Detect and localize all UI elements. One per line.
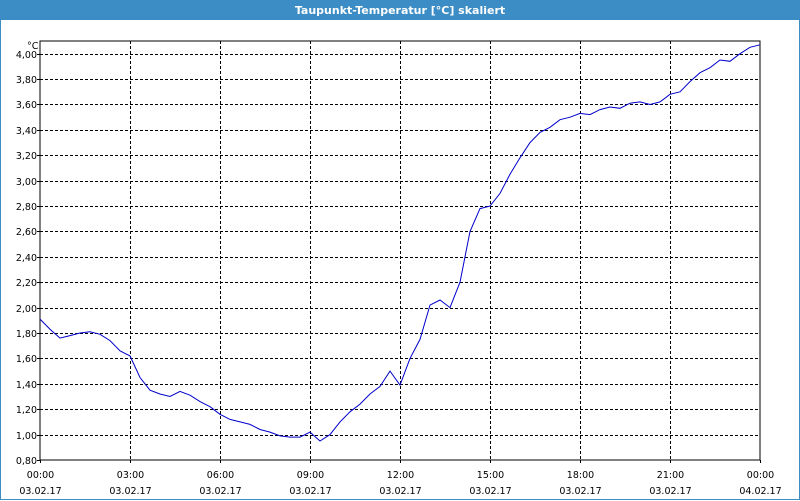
y-tick-label: 2,60: [16, 227, 37, 238]
y-tick-label: 1,20: [16, 405, 37, 416]
x-tick-time-label: 15:00: [477, 470, 504, 481]
y-unit-label: °C: [27, 41, 39, 52]
y-tick-label: 0,80: [16, 456, 37, 467]
y-tick-label: 3,40: [16, 126, 37, 137]
window-title: Taupunkt-Temperatur [°C] skaliert: [1, 1, 799, 20]
x-tick-date-label: 03.02.17: [649, 486, 691, 497]
x-tick-time-label: 18:00: [567, 470, 594, 481]
y-tick-label: 1,60: [16, 354, 37, 365]
y-tick-label: 2,20: [16, 278, 37, 289]
x-tick-time-label: 06:00: [207, 470, 234, 481]
y-tick-label: 2,80: [16, 202, 37, 213]
y-tick-label: 2,40: [16, 253, 37, 264]
series-line: [39, 44, 761, 442]
y-tick-label: 3,00: [16, 177, 37, 188]
y-tick-label: 1,00: [16, 431, 37, 442]
x-tick-time-label: 00:00: [747, 470, 774, 481]
x-tick-time-label: 12:00: [387, 470, 414, 481]
x-tick-date-label: 03.02.17: [199, 486, 241, 497]
y-tick-label: 4,00: [16, 50, 37, 61]
x-tick-time-label: 21:00: [657, 470, 684, 481]
x-tick-date-label: 03.02.17: [379, 486, 421, 497]
x-tick-time-label: 03:00: [117, 470, 144, 481]
x-tick-date-label: 03.02.17: [469, 486, 511, 497]
x-tick-date-label: 03.02.17: [559, 486, 601, 497]
x-tick-date-label: 04.02.17: [739, 486, 781, 497]
y-tick-label: 3,20: [16, 151, 37, 162]
x-tick-time-label: 09:00: [297, 470, 324, 481]
x-tick-date-label: 03.02.17: [109, 486, 151, 497]
x-tick-date-label: 03.02.17: [289, 486, 331, 497]
y-tick-label: 1,80: [16, 329, 37, 340]
y-tick-label: 3,60: [16, 100, 37, 111]
x-tick-date-label: 03.02.17: [19, 486, 61, 497]
y-tick-label: 3,80: [16, 75, 37, 86]
y-tick-label: 2,00: [16, 304, 37, 315]
x-tick-time-label: 00:00: [27, 470, 54, 481]
y-tick-label: 1,40: [16, 380, 37, 391]
